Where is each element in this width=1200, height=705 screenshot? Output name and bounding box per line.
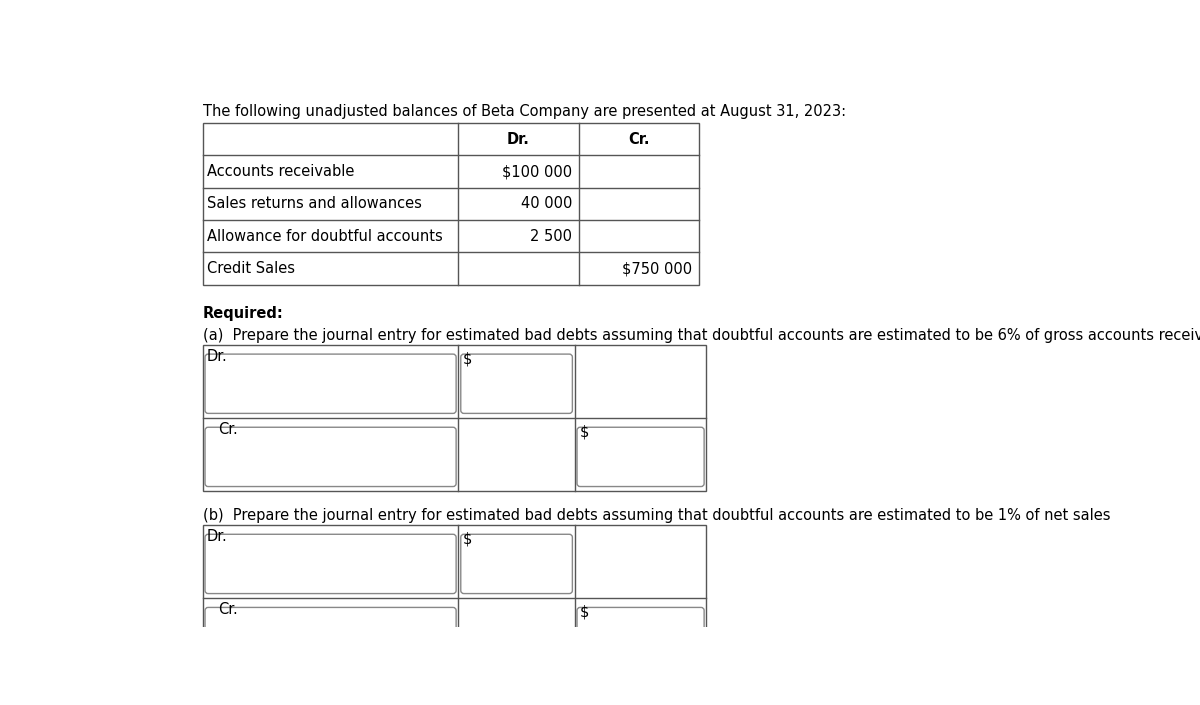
Text: Dr.: Dr. — [206, 349, 227, 364]
Text: $: $ — [463, 531, 473, 546]
Text: 2 500: 2 500 — [530, 229, 572, 244]
Bar — [203, 345, 707, 491]
Text: Accounts receivable: Accounts receivable — [208, 164, 355, 179]
Text: Cr.: Cr. — [218, 602, 238, 617]
Text: The following unadjusted balances of Beta Company are presented at August 31, 20: The following unadjusted balances of Bet… — [203, 104, 846, 119]
Bar — [203, 525, 707, 671]
Text: (a)  Prepare the journal entry for estimated bad debts assuming that doubtful ac: (a) Prepare the journal entry for estima… — [203, 328, 1200, 343]
Text: (b)  Prepare the journal entry for estimated bad debts assuming that doubtful ac: (b) Prepare the journal entry for estima… — [203, 508, 1110, 523]
Text: Sales returns and allowances: Sales returns and allowances — [208, 197, 422, 212]
Text: $100 000: $100 000 — [503, 164, 572, 179]
Bar — [203, 123, 698, 285]
Text: Cr.: Cr. — [628, 132, 649, 147]
Text: $: $ — [580, 424, 589, 439]
Text: Allowance for doubtful accounts: Allowance for doubtful accounts — [208, 229, 443, 244]
Text: Dr.: Dr. — [206, 529, 227, 544]
Text: Required:: Required: — [203, 307, 283, 321]
Text: $750 000: $750 000 — [623, 261, 692, 276]
Text: 40 000: 40 000 — [521, 197, 572, 212]
Text: Credit Sales: Credit Sales — [208, 261, 295, 276]
Text: $: $ — [580, 604, 589, 620]
Text: Dr.: Dr. — [508, 132, 530, 147]
Text: $: $ — [463, 351, 473, 366]
Text: Cr.: Cr. — [218, 422, 238, 437]
